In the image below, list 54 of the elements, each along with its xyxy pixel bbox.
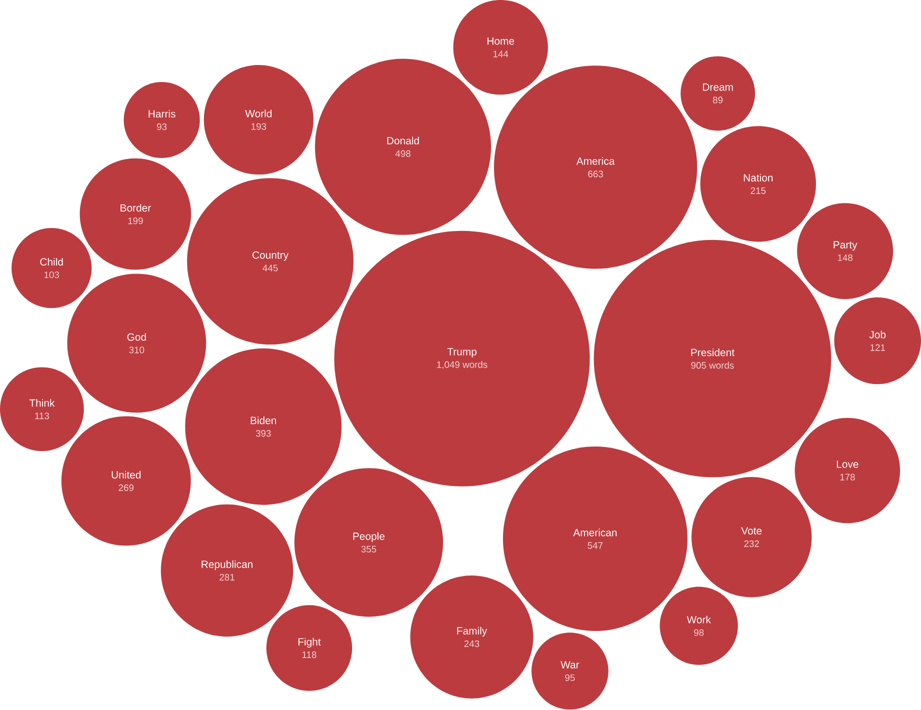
- data-label: 118: [302, 652, 316, 658]
- data-label: 121: [870, 344, 885, 352]
- data-label: 178: [840, 474, 855, 481]
- category-label: Job: [869, 330, 886, 339]
- category-label: Child: [40, 258, 63, 266]
- data-label: 89: [713, 96, 723, 104]
- data-label: 148: [838, 254, 853, 262]
- data-label: 498: [395, 150, 410, 158]
- data-label: 215: [750, 188, 766, 194]
- category-label: Border: [120, 204, 151, 212]
- category-label: Party: [834, 241, 858, 251]
- category-label: America: [576, 157, 615, 166]
- category-label: War: [560, 661, 580, 669]
- data-label: 232: [744, 540, 759, 548]
- category-label: Nation: [744, 174, 773, 182]
- category-label: Work: [686, 616, 711, 624]
- category-label: Country: [252, 252, 289, 262]
- category-label: Donald: [387, 136, 419, 145]
- category-label: United: [112, 471, 141, 479]
- category-label: World: [245, 110, 272, 118]
- category-label: God: [127, 333, 146, 341]
- data-label: 144: [493, 50, 508, 58]
- data-label: 113: [35, 412, 50, 420]
- category-label: Home: [488, 38, 514, 45]
- data-label: 393: [256, 430, 271, 437]
- data-label: 1,049 words: [437, 361, 488, 370]
- data-label: 281: [220, 574, 234, 581]
- category-label: Biden: [250, 416, 276, 424]
- data-label: 445: [262, 264, 278, 272]
- category-label: Harris: [148, 110, 176, 118]
- data-label: 95: [565, 674, 575, 682]
- data-label: 269: [118, 484, 134, 492]
- category-label: Vote: [741, 527, 762, 535]
- category-label: Think: [29, 399, 55, 407]
- data-label: 355: [361, 546, 376, 553]
- category-label: President: [691, 348, 734, 356]
- category-label: Fight: [298, 638, 321, 648]
- category-label: Republican: [202, 560, 252, 570]
- data-label: 243: [464, 640, 480, 648]
- data-label: 193: [252, 123, 266, 130]
- data-label: 663: [588, 170, 603, 178]
- data-label: 98: [694, 629, 704, 636]
- category-label: Dream: [702, 84, 733, 92]
- category-label: People: [353, 532, 385, 542]
- category-label: Trump: [447, 348, 476, 358]
- data-label: 199: [128, 218, 143, 224]
- data-label: 93: [157, 124, 167, 130]
- category-label: American: [573, 528, 617, 537]
- category-label: Family: [457, 627, 488, 637]
- data-label: 905 words: [691, 362, 734, 369]
- data-label: 547: [588, 542, 603, 550]
- data-label: 310: [129, 346, 144, 354]
- category-label: Love: [836, 460, 858, 468]
- data-label: 103: [44, 272, 60, 278]
